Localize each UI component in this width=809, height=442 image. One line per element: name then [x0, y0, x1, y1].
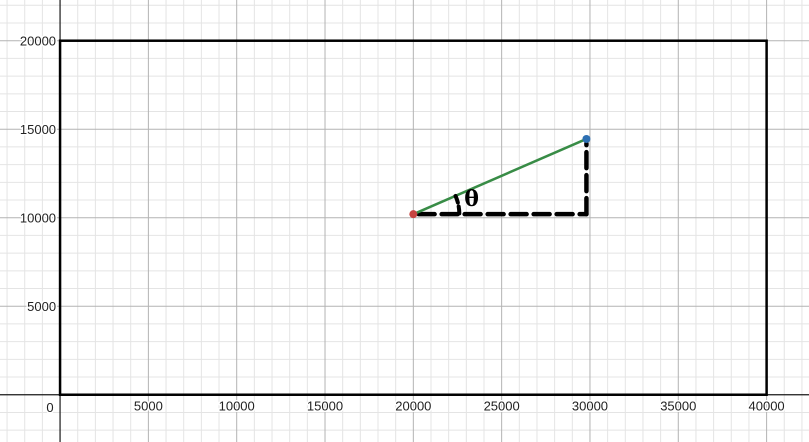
point-marker[interactable] — [409, 210, 418, 219]
angle-theta-label: θ — [464, 186, 479, 212]
origin-label: 0 — [46, 400, 53, 415]
y-tick-label: 20000 — [20, 34, 56, 49]
boundary-rectangle-group — [58, 39, 768, 396]
dashed-legs-group — [416, 141, 589, 217]
x-tick-label: 30000 — [572, 399, 608, 414]
x-tick-label: 35000 — [660, 399, 696, 414]
angle-arc-group — [453, 193, 462, 217]
tick-labels-group: 0 5000 10000 15000 20000 25000 30000 35000 4000… — [18, 32, 786, 416]
points-group[interactable] — [409, 134, 591, 219]
angle-arc — [453, 193, 462, 217]
hypotenuse-group — [412, 137, 588, 216]
point-marker[interactable] — [582, 134, 591, 143]
y-tick-label: 10000 — [20, 211, 56, 226]
y-tick-label: 5000 — [27, 299, 56, 314]
x-tick-label: 5000 — [134, 399, 163, 414]
x-tick-label: 40000 — [749, 399, 785, 414]
boundary-rectangle — [58, 39, 768, 396]
x-tick-label: 15000 — [307, 399, 343, 414]
x-tick-label: 20000 — [395, 399, 431, 414]
y-tick-label: 15000 — [20, 122, 56, 137]
x-tick-label: 25000 — [484, 399, 520, 414]
x-tick-label: 10000 — [219, 399, 255, 414]
hypotenuse-segment — [412, 137, 588, 216]
